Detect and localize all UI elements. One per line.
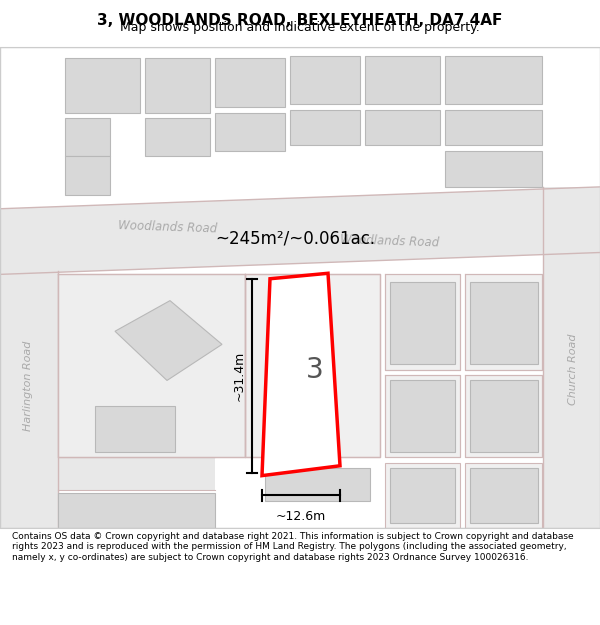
Polygon shape [465, 462, 542, 528]
Polygon shape [0, 187, 600, 274]
Polygon shape [145, 58, 210, 112]
Polygon shape [0, 271, 58, 528]
Polygon shape [385, 462, 460, 528]
Polygon shape [390, 468, 455, 522]
Polygon shape [145, 118, 210, 156]
Polygon shape [265, 468, 370, 501]
Polygon shape [385, 375, 460, 457]
Polygon shape [65, 156, 110, 194]
Polygon shape [465, 274, 542, 369]
Polygon shape [390, 381, 455, 451]
Polygon shape [115, 301, 222, 381]
Polygon shape [58, 457, 215, 490]
Text: Harlington Road: Harlington Road [23, 341, 33, 431]
Polygon shape [543, 187, 600, 528]
Polygon shape [445, 56, 542, 104]
Text: Contains OS data © Crown copyright and database right 2021. This information is : Contains OS data © Crown copyright and d… [12, 532, 574, 562]
Polygon shape [65, 118, 110, 156]
Polygon shape [215, 58, 285, 107]
Polygon shape [58, 274, 245, 457]
Text: 3, WOODLANDS ROAD, BEXLEYHEATH, DA7 4AF: 3, WOODLANDS ROAD, BEXLEYHEATH, DA7 4AF [97, 13, 503, 28]
Polygon shape [262, 273, 340, 476]
Polygon shape [445, 110, 542, 145]
Polygon shape [470, 282, 538, 364]
Polygon shape [245, 274, 380, 457]
Polygon shape [385, 274, 460, 369]
Polygon shape [470, 468, 538, 522]
Polygon shape [390, 282, 455, 364]
Text: ~12.6m: ~12.6m [276, 509, 326, 522]
Polygon shape [470, 381, 538, 451]
Polygon shape [65, 58, 140, 112]
Text: ~245m²/~0.061ac.: ~245m²/~0.061ac. [215, 229, 375, 248]
Text: Map shows position and indicative extent of the property.: Map shows position and indicative extent… [120, 21, 480, 34]
Polygon shape [290, 56, 360, 104]
Polygon shape [365, 56, 440, 104]
Polygon shape [465, 375, 542, 457]
Polygon shape [445, 151, 542, 187]
Text: Woodlands Road: Woodlands Road [118, 219, 218, 236]
Polygon shape [365, 110, 440, 145]
Polygon shape [215, 112, 285, 151]
Text: ~31.4m: ~31.4m [233, 351, 245, 401]
Text: Church Road: Church Road [568, 334, 578, 405]
Text: 3: 3 [306, 356, 324, 384]
Polygon shape [290, 110, 360, 145]
Text: Woodlands Road: Woodlands Road [340, 233, 440, 250]
Polygon shape [95, 406, 175, 451]
Polygon shape [58, 493, 215, 528]
